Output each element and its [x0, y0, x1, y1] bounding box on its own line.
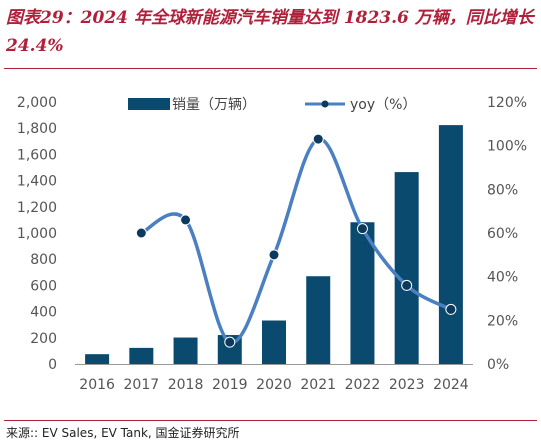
left-tick-label: 1,600	[17, 147, 57, 163]
yoy-point	[312, 133, 324, 145]
chart-title: 图表29：2024 年全球新能源汽车销量达到 1823.6 万辆，同比增长 24…	[6, 8, 534, 56]
left-tick-label: 2,000	[17, 95, 57, 111]
legend-line-marker	[321, 100, 329, 108]
left-tick-label: 1,800	[17, 121, 57, 137]
x-tick-label: 2019	[212, 377, 248, 393]
bar-series	[85, 125, 463, 364]
right-tick-label: 80%	[487, 182, 518, 198]
right-tick-label: 20%	[487, 313, 518, 329]
legend-bar-label: 销量（万辆）	[172, 97, 256, 113]
left-tick-label: 200	[30, 331, 57, 347]
left-tick-label: 1,200	[17, 200, 57, 216]
left-tick-label: 1,400	[17, 174, 57, 190]
x-tick-label: 2018	[168, 377, 204, 393]
x-tick-label: 2024	[433, 377, 469, 393]
x-tick-label: 2020	[256, 377, 292, 393]
yoy-point	[268, 249, 280, 261]
bar	[306, 276, 331, 364]
legend-line-label: yoy（%）	[350, 97, 416, 113]
right-tick-label: 100%	[487, 139, 527, 155]
yoy-markers	[135, 133, 457, 348]
x-tick-label: 2017	[124, 377, 160, 393]
left-tick-label: 400	[30, 305, 57, 321]
chart-canvas: 0 200 400 600 800 1,000 1,200 1,400 1,600 1,800 2,…	[17, 95, 527, 393]
bar	[173, 337, 198, 364]
x-tick-label: 2023	[389, 377, 425, 393]
yoy-point	[356, 223, 368, 235]
left-tick-label: 800	[30, 252, 57, 268]
bar	[394, 172, 419, 364]
yoy-line	[140, 137, 452, 344]
bar	[85, 354, 110, 364]
yoy-point	[401, 279, 413, 291]
right-tick-label: 120%	[487, 95, 527, 111]
title-divider	[4, 68, 537, 69]
left-axis: 0 200 400 600 800 1,000 1,200 1,400 1,600 1,800 2,…	[17, 95, 57, 373]
yoy-point	[445, 303, 457, 315]
legend: 销量（万辆） yoy（%）	[128, 97, 416, 113]
bar	[262, 320, 286, 364]
right-tick-label: 60%	[487, 226, 518, 242]
x-tick-label: 2016	[79, 377, 115, 393]
left-tick-label: 0	[48, 357, 57, 373]
yoy-point	[135, 227, 147, 239]
bar	[350, 222, 375, 364]
bar	[438, 125, 463, 364]
yoy-point	[224, 336, 236, 348]
source-note: 来源:: EV Sales, EV Tank, 国金证券研究所	[6, 426, 240, 440]
legend-bar-swatch	[128, 98, 170, 110]
bar	[129, 347, 154, 364]
right-axis: 0% 20% 40% 60% 80% 100% 120%	[487, 95, 527, 373]
right-tick-label: 40%	[487, 270, 518, 286]
source-divider	[4, 420, 537, 421]
x-tick-label: 2022	[345, 377, 381, 393]
x-axis: 2016 2017 2018 2019 2020 2021 2022 2023 2024	[79, 377, 468, 393]
left-tick-label: 600	[30, 278, 57, 294]
right-tick-label: 0%	[487, 357, 509, 373]
yoy-point	[180, 214, 192, 226]
x-tick-label: 2021	[300, 377, 336, 393]
left-tick-label: 1,000	[17, 226, 57, 242]
